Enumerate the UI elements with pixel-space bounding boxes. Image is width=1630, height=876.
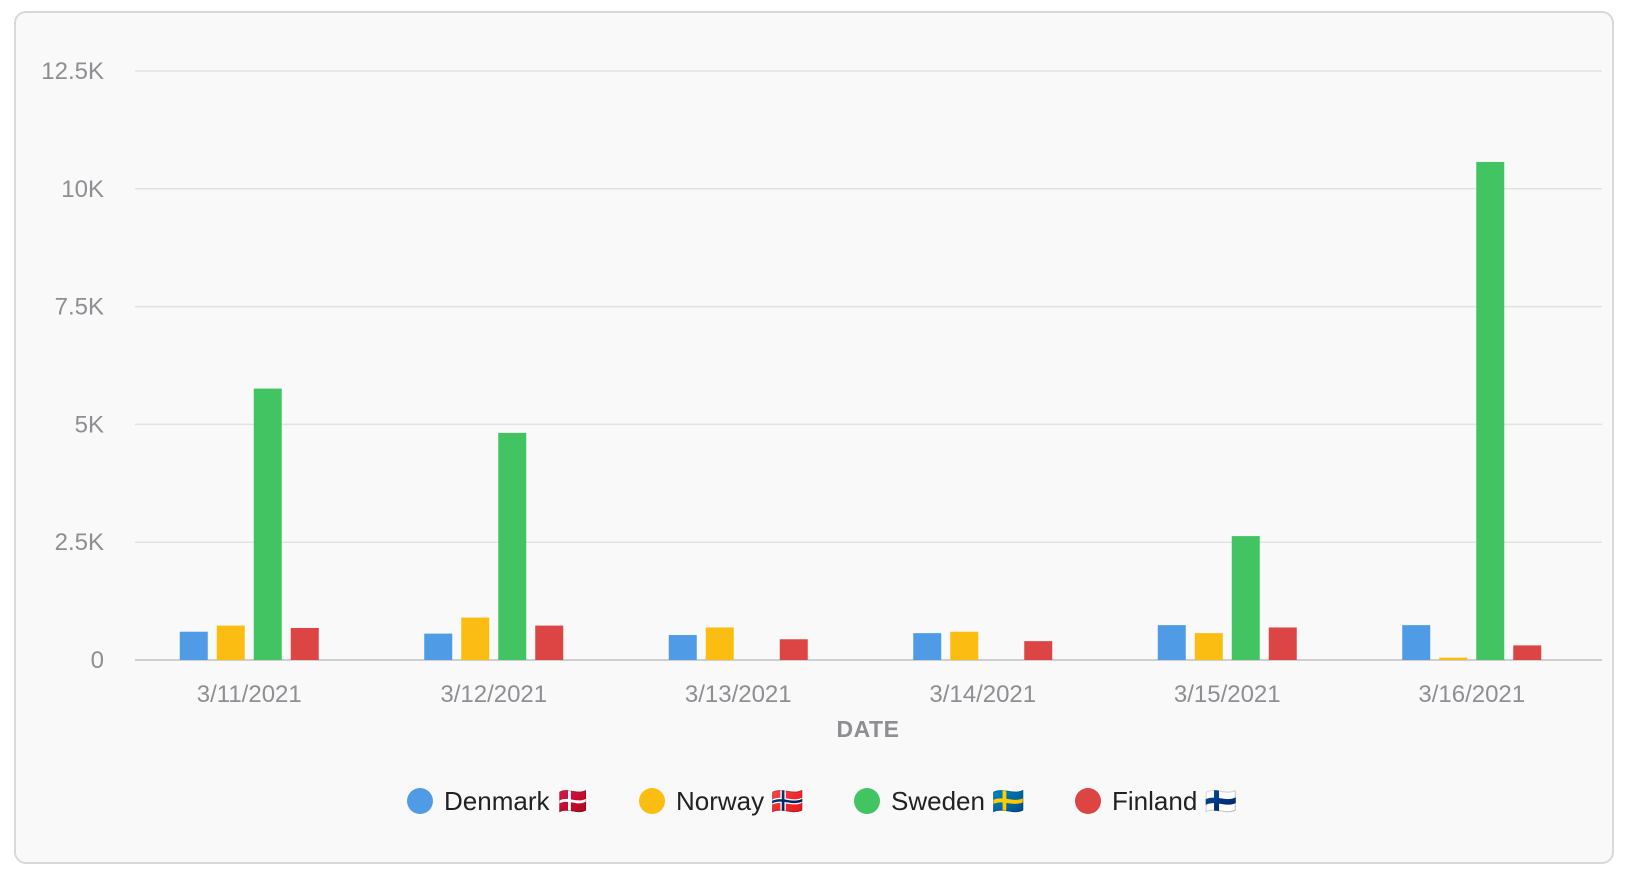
y-tick-label: 12.5K bbox=[41, 58, 104, 85]
bar-denmark bbox=[179, 631, 208, 660]
bar-sweden bbox=[253, 388, 282, 660]
bar-finland bbox=[1268, 627, 1297, 660]
bar-finland bbox=[1024, 641, 1053, 660]
legend-label: Finland 🇫🇮 bbox=[1112, 786, 1237, 816]
bar-sweden bbox=[1476, 161, 1505, 661]
bar-denmark bbox=[1157, 625, 1186, 660]
x-tick-label: 3/14/2021 bbox=[929, 681, 1036, 708]
bar-finland bbox=[779, 639, 808, 660]
legend-swatch bbox=[639, 788, 665, 814]
bar-finland bbox=[535, 625, 564, 660]
bar-norway bbox=[461, 617, 490, 660]
legend-swatch bbox=[1075, 788, 1101, 814]
bar-finland bbox=[290, 627, 319, 660]
legend-label: Norway 🇳🇴 bbox=[676, 786, 804, 816]
x-tick-label: 3/15/2021 bbox=[1174, 681, 1281, 708]
x-tick-label: 3/12/2021 bbox=[440, 681, 547, 708]
bars bbox=[179, 161, 1542, 661]
x-axis-title: DATE bbox=[837, 716, 900, 742]
x-axis-ticks: 3/11/2021 3/12/2021 3/13/2021 3/14/2021 3/15… bbox=[197, 681, 1525, 708]
y-tick-label: 7.5K bbox=[55, 294, 104, 321]
bar-norway bbox=[216, 625, 245, 660]
y-tick-label: 2.5K bbox=[55, 529, 104, 556]
x-tick-label: 3/13/2021 bbox=[685, 681, 792, 708]
legend-swatch bbox=[407, 788, 433, 814]
bar-sweden bbox=[1231, 536, 1260, 660]
y-tick-label: 5K bbox=[75, 411, 104, 438]
legend-label: Sweden 🇸🇪 bbox=[891, 786, 1025, 816]
bar-denmark bbox=[424, 633, 453, 660]
legend-item[interactable]: Norway 🇳🇴 bbox=[639, 786, 804, 816]
bar-norway bbox=[705, 627, 734, 660]
legend-item[interactable]: Finland 🇫🇮 bbox=[1075, 786, 1237, 816]
gridlines bbox=[135, 70, 1602, 661]
bar-norway bbox=[1194, 633, 1223, 660]
x-tick-label: 3/16/2021 bbox=[1418, 681, 1525, 708]
bar-norway bbox=[1439, 657, 1468, 660]
bar-denmark bbox=[1402, 625, 1431, 660]
y-tick-label: 10K bbox=[61, 176, 104, 203]
legend-item[interactable]: Sweden 🇸🇪 bbox=[854, 786, 1025, 816]
legend-swatch bbox=[854, 788, 880, 814]
bar-sweden bbox=[498, 432, 527, 660]
y-axis-ticks: 0 2.5K 5K 7.5K 10K 12.5K bbox=[41, 58, 104, 674]
x-tick-label: 3/11/2021 bbox=[197, 681, 302, 708]
bar-finland bbox=[1513, 645, 1542, 660]
bar-denmark bbox=[668, 635, 697, 660]
legend[interactable]: Denmark 🇩🇰 Norway 🇳🇴 Sweden 🇸🇪 Finland 🇫🇮 bbox=[407, 786, 1237, 816]
legend-label: Denmark 🇩🇰 bbox=[444, 786, 589, 816]
legend-item[interactable]: Denmark 🇩🇰 bbox=[407, 786, 589, 816]
y-tick-label: 0 bbox=[91, 647, 104, 674]
bar-denmark bbox=[913, 633, 942, 660]
bar-norway bbox=[950, 631, 979, 660]
